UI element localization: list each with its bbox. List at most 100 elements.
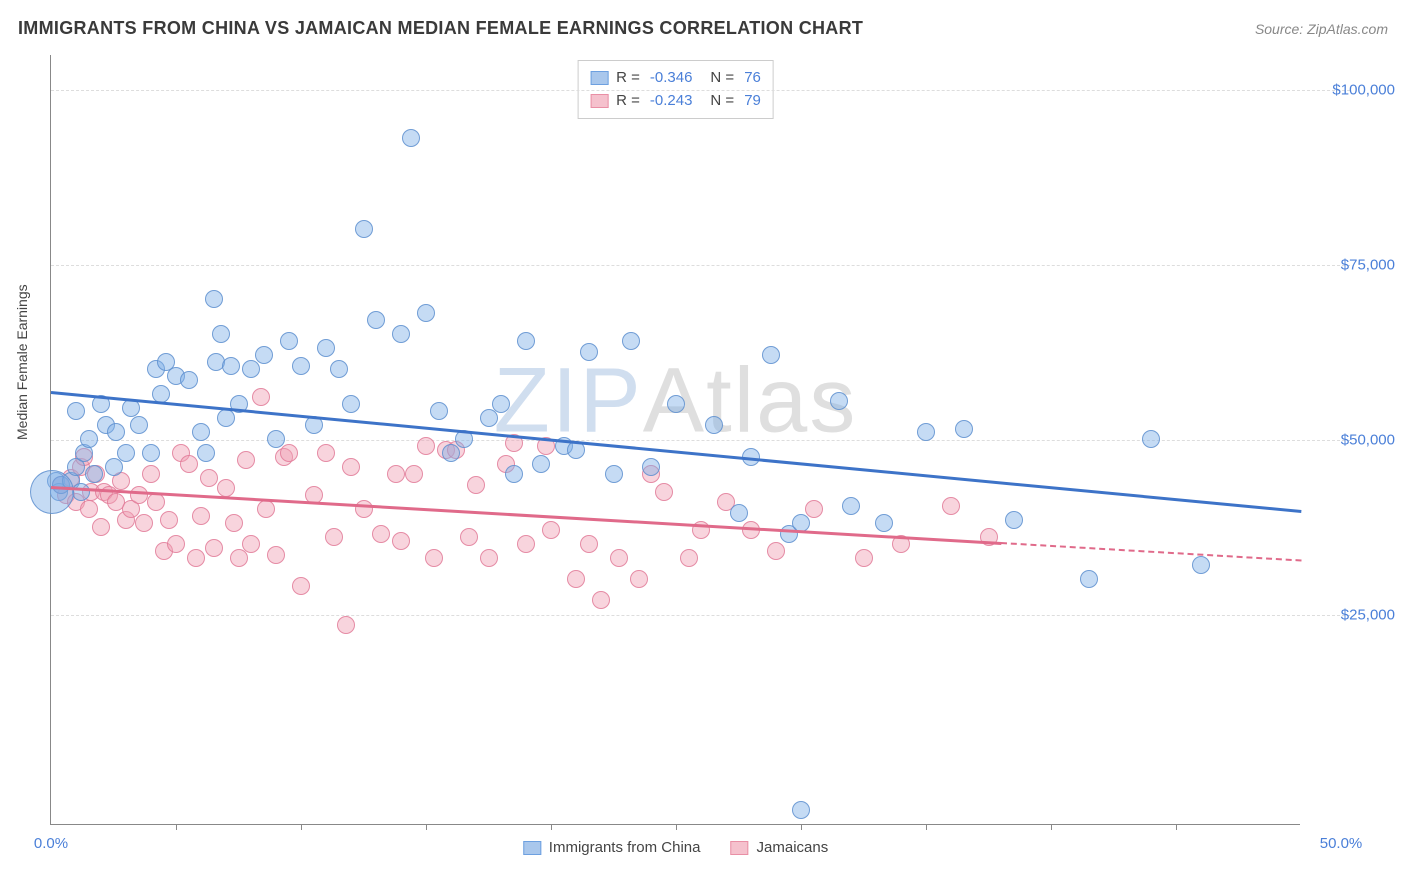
legend-r-value: -0.346 — [650, 67, 693, 90]
scatter-point-china — [222, 357, 240, 375]
scatter-point-china — [792, 801, 810, 819]
legend-r-label: R = — [616, 90, 640, 113]
scatter-point-china — [72, 483, 90, 501]
scatter-point-jamaica — [237, 451, 255, 469]
scatter-point-china — [242, 360, 260, 378]
legend-n-value: 79 — [744, 90, 761, 113]
legend-series-item: Jamaicans — [731, 839, 829, 856]
scatter-point-china — [532, 455, 550, 473]
scatter-point-china — [205, 290, 223, 308]
scatter-point-jamaica — [417, 437, 435, 455]
scatter-point-china — [1005, 511, 1023, 529]
scatter-point-china — [105, 458, 123, 476]
scatter-point-china — [85, 465, 103, 483]
scatter-point-jamaica — [337, 616, 355, 634]
scatter-point-china — [875, 514, 893, 532]
y-tick-label: $25,000 — [1341, 607, 1395, 624]
scatter-point-jamaica — [92, 518, 110, 536]
scatter-point-china — [107, 423, 125, 441]
scatter-point-jamaica — [580, 535, 598, 553]
scatter-point-china — [402, 129, 420, 147]
scatter-point-jamaica — [387, 465, 405, 483]
x-tick — [676, 824, 677, 830]
scatter-point-jamaica — [160, 511, 178, 529]
scatter-point-jamaica — [517, 535, 535, 553]
scatter-point-china — [355, 220, 373, 238]
scatter-point-jamaica — [592, 591, 610, 609]
scatter-point-china — [917, 423, 935, 441]
scatter-point-jamaica — [187, 549, 205, 567]
scatter-point-jamaica — [280, 444, 298, 462]
scatter-point-china — [762, 346, 780, 364]
scatter-point-china — [152, 385, 170, 403]
scatter-point-jamaica — [225, 514, 243, 532]
scatter-point-jamaica — [342, 458, 360, 476]
y-tick-label: $50,000 — [1341, 432, 1395, 449]
scatter-point-china — [642, 458, 660, 476]
scatter-point-jamaica — [230, 549, 248, 567]
legend-r-value: -0.243 — [650, 90, 693, 113]
gridline — [51, 90, 1350, 91]
scatter-point-china — [255, 346, 273, 364]
legend-r-label: R = — [616, 67, 640, 90]
scatter-point-china — [192, 423, 210, 441]
scatter-point-china — [267, 430, 285, 448]
scatter-point-china — [217, 409, 235, 427]
legend-n-label: N = — [710, 90, 734, 113]
x-tick-label: 50.0% — [1320, 835, 1363, 852]
scatter-point-jamaica — [405, 465, 423, 483]
plot-area: ZIPAtlas R =-0.346N =76R =-0.243N =79 Im… — [50, 55, 1300, 825]
scatter-point-china — [492, 395, 510, 413]
scatter-point-china — [367, 311, 385, 329]
scatter-point-china — [317, 339, 335, 357]
x-tick — [926, 824, 927, 830]
scatter-point-jamaica — [467, 476, 485, 494]
scatter-point-large — [30, 470, 74, 514]
scatter-point-jamaica — [767, 542, 785, 560]
y-axis-label: Median Female Earnings — [14, 284, 30, 440]
legend-swatch — [590, 94, 608, 108]
scatter-point-jamaica — [855, 549, 873, 567]
scatter-point-china — [417, 304, 435, 322]
scatter-point-china — [67, 402, 85, 420]
x-tick — [301, 824, 302, 830]
x-tick — [1051, 824, 1052, 830]
scatter-point-china — [830, 392, 848, 410]
scatter-point-china — [442, 444, 460, 462]
legend-series-label: Jamaicans — [757, 839, 829, 856]
scatter-point-jamaica — [392, 532, 410, 550]
x-tick-label: 0.0% — [34, 835, 68, 852]
scatter-point-china — [1142, 430, 1160, 448]
scatter-point-china — [505, 465, 523, 483]
scatter-point-jamaica — [292, 577, 310, 595]
scatter-point-china — [197, 444, 215, 462]
scatter-point-jamaica — [147, 493, 165, 511]
legend-n-label: N = — [710, 67, 734, 90]
scatter-point-jamaica — [317, 444, 335, 462]
scatter-point-china — [142, 444, 160, 462]
scatter-point-jamaica — [130, 486, 148, 504]
scatter-point-jamaica — [942, 497, 960, 515]
legend-stat-row: R =-0.346N =76 — [590, 67, 761, 90]
legend-stat-row: R = -0.243 N = 79 — [590, 90, 761, 113]
x-tick — [801, 824, 802, 830]
legend-swatch — [731, 841, 749, 855]
scatter-point-jamaica — [180, 455, 198, 473]
scatter-point-jamaica — [257, 500, 275, 518]
scatter-point-china — [580, 343, 598, 361]
scatter-point-jamaica — [542, 521, 560, 539]
scatter-point-china — [955, 420, 973, 438]
scatter-point-china — [667, 395, 685, 413]
scatter-point-jamaica — [135, 514, 153, 532]
legend-series-label: Immigrants from China — [549, 839, 701, 856]
scatter-point-china — [180, 371, 198, 389]
scatter-point-china — [480, 409, 498, 427]
scatter-point-china — [80, 430, 98, 448]
scatter-point-jamaica — [192, 507, 210, 525]
scatter-point-jamaica — [630, 570, 648, 588]
scatter-point-china — [392, 325, 410, 343]
trend-line-extension — [1001, 542, 1301, 561]
scatter-point-jamaica — [242, 535, 260, 553]
scatter-point-china — [730, 504, 748, 522]
scatter-point-china — [622, 332, 640, 350]
